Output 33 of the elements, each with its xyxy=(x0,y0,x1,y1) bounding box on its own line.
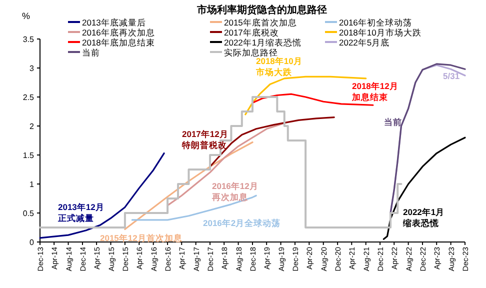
legend-label: 2018年10月市场大跌 xyxy=(339,28,422,38)
legend-label: 2016年底再次加息 xyxy=(82,28,155,38)
annotation: 2013年12月正式减量 xyxy=(57,202,104,223)
y-tick-label: 1 xyxy=(30,180,35,189)
line-series xyxy=(166,122,286,206)
annotation: 2017年12月特朗普税改 xyxy=(181,129,228,150)
legend-label: 2022年5月底 xyxy=(339,38,390,48)
legend-label: 2018年底加息结束 xyxy=(82,38,155,48)
legend-label: 2017年底税改 xyxy=(224,28,279,38)
legend-label: 2016年初全球动荡 xyxy=(339,18,412,28)
y-tick-label: 2 xyxy=(30,122,35,131)
y-tick-label: 3.5 xyxy=(22,35,35,44)
y-tick-label: 1.5 xyxy=(22,151,35,160)
legend-label: 实际加息路径 xyxy=(224,48,278,58)
annotation: 2016年12月再次加息 xyxy=(211,181,258,202)
y-tick-label: 0.5 xyxy=(22,209,35,218)
annotation: 5/31 xyxy=(443,71,460,81)
annotation: 2016年2月全球动荡 xyxy=(203,218,281,228)
annotation: 2018年12月加息结束 xyxy=(351,81,398,102)
chart-title: 市场利率期货隐含的加息路径 xyxy=(196,4,327,16)
legend-label: 2022年1月缩表恐慌 xyxy=(224,38,302,48)
legend-label: 2013年底减量后 xyxy=(82,18,146,28)
y-tick-label: 3 xyxy=(30,64,35,73)
legend-label: 当前 xyxy=(82,48,100,58)
annotation: 2022年1月缩表恐慌 xyxy=(402,207,445,228)
y-tick-label: 2.5 xyxy=(22,93,35,102)
y-axis-title: % xyxy=(22,11,30,21)
annotation: 2018年10月市场大跌 xyxy=(255,56,302,77)
y-tick-label: 0 xyxy=(30,238,35,247)
line-series xyxy=(209,116,335,168)
annotation: 2015年12月首次加息 xyxy=(100,233,184,243)
annotation: 当前 xyxy=(384,117,402,127)
legend-label: 2015年底首次加息 xyxy=(224,18,297,28)
